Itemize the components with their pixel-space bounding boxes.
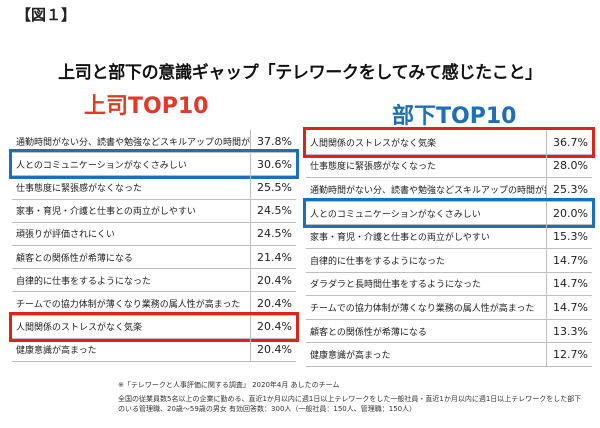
row-value: 20.4% xyxy=(250,292,296,315)
main-title: 上司と部下の意識ギャップ「テレワークをしてみて感じたこと」 xyxy=(58,63,542,83)
row-label: 仕事態度に緊張感がなくなった xyxy=(16,183,143,194)
table-row: 人間関係のストレスがなく気楽 36.7% xyxy=(303,127,595,158)
row-value: 24.5% xyxy=(250,199,296,222)
row-label: 顧客との関係性が希薄になる xyxy=(310,327,427,338)
row-value: 37.8% xyxy=(250,130,296,153)
row-value: 14.7% xyxy=(546,296,592,319)
table-row: 人間関係のストレスがなく気楽 20.4% xyxy=(9,311,299,342)
table-row: 家事・育児・介護と仕事との両立がしやすい 24.5% xyxy=(12,199,296,223)
row-label: チームでの協力体制が薄くなり業務の属人性が高まった xyxy=(310,303,535,314)
table-row: 頑張りが評価されにくい 24.5% xyxy=(12,222,296,246)
table-row: 健康意識が高まった 20.4% xyxy=(12,338,296,362)
row-label: 通勤時間がない分、読書や勉強などスキルアップの時間が持てる xyxy=(16,137,250,148)
row-label: 頑張りが評価されにくい xyxy=(16,230,115,241)
row-label: 人とのコミュニケーションがなくさみしい xyxy=(310,209,481,220)
row-value: 25.3% xyxy=(546,178,592,201)
row-label: 家事・育児・介護と仕事との両立がしやすい xyxy=(310,233,490,244)
figure-label: 【図１】 xyxy=(16,6,77,24)
survey-note: 全国の従業員数5名以上の企業に勤める、直近1か月以内に週1日以上テレワークをした… xyxy=(118,395,582,413)
row-label: 人間関係のストレスがなく気楽 xyxy=(16,323,143,334)
row-label: 通勤時間がない分、読書や勉強などスキルアップの時間が持てる xyxy=(310,185,546,196)
row-value: 30.6% xyxy=(250,153,296,176)
row-value: 20.4% xyxy=(250,269,296,292)
row-value: 21.4% xyxy=(250,245,296,269)
row-value: 36.7% xyxy=(546,131,592,154)
table-row: 通勤時間がない分、読書や勉強などスキルアップの時間が持てる37.8% xyxy=(12,130,296,154)
row-value: 20.4% xyxy=(250,338,296,361)
table-row: 顧客との関係性が希薄になる 21.4% xyxy=(12,245,296,270)
row-value: 14.7% xyxy=(546,248,592,272)
table-row: 家事・育児・介護と仕事との両立がしやすい 15.3% xyxy=(306,225,592,249)
row-value: 14.7% xyxy=(546,272,592,296)
subordinate-top10-table: 人間関係のストレスがなく気楽 36.7% 仕事態度に緊張感がなくなった 28.0% 通勤… xyxy=(303,127,595,367)
table-row: 自律的に仕事をするようになった 14.7% xyxy=(306,248,592,273)
row-value: 24.5% xyxy=(250,222,296,245)
row-label: チームでの協力体制が薄くなり業務の属人性が高まった xyxy=(16,299,241,310)
row-value: 15.3% xyxy=(546,225,592,248)
table-row: チームでの協力体制が薄くなり業務の属人性が高まった 14.7% xyxy=(306,296,592,320)
row-value: 13.3% xyxy=(546,319,592,343)
table-row: 自律的に仕事をするようになった 20.4% xyxy=(12,269,296,293)
table-row: チームでの協力体制が薄くなり業務の属人性が高まった 20.4% xyxy=(12,292,296,316)
table-row: ダラダラと長時間仕事をするようになった 14.7% xyxy=(306,272,592,297)
table-row: 通勤時間がない分、読書や勉強などスキルアップの時間が持てる 25.3% xyxy=(306,178,592,202)
row-label: 顧客との関係性が希薄になる xyxy=(16,253,133,264)
table-row: 人とのコミュニケーションがなくさみしい 30.6% xyxy=(9,149,299,180)
row-label: 自律的に仕事をするようになった xyxy=(16,276,152,287)
row-value: 20.0% xyxy=(546,201,592,225)
table-row: 人とのコミュニケーションがなくさみしい 20.0% xyxy=(303,197,595,229)
row-value: 12.7% xyxy=(546,343,592,366)
source-note: ※「テレワークと人事評価に関する調査」 2020年4月 あしたのチーム xyxy=(118,381,340,389)
row-label: 自律的に仕事をするようになった xyxy=(310,256,446,267)
row-value: 28.0% xyxy=(546,154,592,178)
subordinate-column-title: 部下TOP10 xyxy=(392,104,517,129)
row-label: 健康意識が高まった xyxy=(16,346,97,357)
row-value: 20.4% xyxy=(250,315,296,338)
table-row: 健康意識が高まった 12.7% xyxy=(306,343,592,367)
row-label: ダラダラと長時間仕事をするようになった xyxy=(310,280,482,291)
row-label: 健康意識が高まった xyxy=(310,351,391,362)
boss-top10-table: 通勤時間がない分、読書や勉強などスキルアップの時間が持てる37.8%人とのコミュ… xyxy=(9,130,299,362)
row-label: 家事・育児・介護と仕事との両立がしやすい xyxy=(16,207,196,218)
table-row: 仕事態度に緊張感がなくなった 25.5% xyxy=(12,176,296,200)
table-row: 顧客との関係性が希薄になる 13.3% xyxy=(306,319,592,344)
boss-column-title: 上司TOP10 xyxy=(84,94,209,119)
table-row: 仕事態度に緊張感がなくなった 28.0% xyxy=(306,154,592,179)
row-label: 人とのコミュニケーションがなくさみしい xyxy=(16,160,187,171)
row-label: 人間関係のストレスがなく気楽 xyxy=(310,138,437,149)
row-label: 仕事態度に緊張感がなくなった xyxy=(310,162,437,173)
row-value: 25.5% xyxy=(250,176,296,199)
